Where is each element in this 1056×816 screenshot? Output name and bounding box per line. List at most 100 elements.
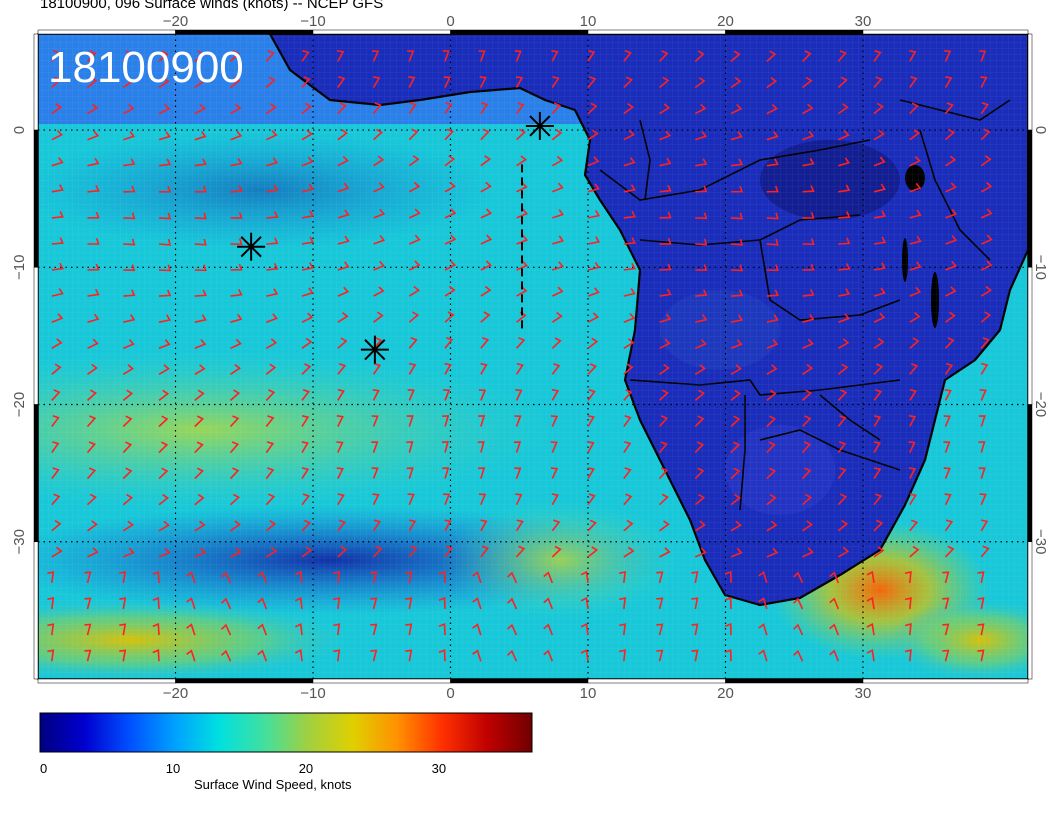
wind-barb — [194, 520, 206, 532]
wind-barb — [730, 77, 742, 89]
wind-barb — [194, 493, 205, 506]
wind-barb — [866, 596, 875, 610]
wind-barb — [551, 388, 560, 401]
wind-barb — [551, 311, 563, 323]
wind-barb — [766, 364, 778, 375]
wind-barb — [337, 286, 350, 297]
frame-bar-right — [1027, 129, 1033, 268]
frame-bar-bottom — [37, 678, 176, 684]
wind-barb — [405, 597, 413, 610]
wind-barb — [724, 649, 732, 662]
wind-barb — [695, 289, 708, 297]
wind-barb — [730, 185, 744, 193]
wind-barb — [86, 50, 97, 62]
wind-barb — [944, 102, 954, 115]
x-tick-label: 20 — [717, 13, 734, 30]
wind-barb — [301, 129, 313, 141]
frame-bar-right — [1027, 33, 1033, 131]
wind-barb — [695, 158, 708, 167]
wind-barb — [158, 289, 172, 297]
wind-barb — [550, 415, 559, 427]
wind-barb — [942, 571, 950, 584]
wind-barb — [724, 570, 732, 583]
wind-barb — [766, 131, 779, 141]
wind-barb — [407, 493, 415, 506]
wind-barb — [766, 467, 777, 480]
wind-barb — [194, 50, 205, 62]
wind-barb — [478, 389, 487, 401]
wind-barb — [478, 467, 486, 479]
wind-barb — [513, 441, 522, 453]
wind-barb — [301, 50, 310, 62]
wind-barb — [623, 103, 634, 115]
wind-barb — [336, 441, 344, 453]
wind-barb — [480, 208, 493, 219]
wind-barb — [909, 235, 922, 245]
wind-barb — [370, 597, 378, 610]
wind-barb — [944, 337, 955, 349]
wind-barb — [86, 493, 97, 506]
wind-barb — [84, 571, 92, 584]
wind-barb — [158, 339, 171, 350]
wind-barb — [580, 596, 589, 610]
wind-barb — [265, 130, 278, 141]
wind-barb — [230, 547, 242, 558]
wind-barb — [51, 210, 64, 219]
wind-barb — [766, 520, 778, 532]
wind-barb — [444, 208, 457, 219]
wind-barb — [87, 288, 100, 297]
wind-barb — [838, 211, 851, 219]
wind-barb — [405, 649, 413, 662]
wind-barb — [944, 389, 952, 401]
wind-barb — [873, 312, 886, 323]
wind-barb — [766, 289, 779, 297]
wind-barb — [444, 260, 457, 271]
wind-barb — [694, 50, 705, 62]
wind-barb — [587, 493, 596, 506]
wind-barb — [766, 238, 779, 246]
wind-barb — [837, 338, 850, 349]
wind-barb — [47, 649, 55, 662]
wind-barb — [301, 546, 313, 558]
wind-barb — [730, 131, 743, 141]
wind-barb — [873, 156, 886, 167]
wind-barb — [158, 547, 171, 558]
wind-barb — [619, 597, 627, 610]
wind-barb — [444, 362, 452, 375]
wind-barb — [158, 264, 172, 272]
wind-barb — [793, 571, 804, 584]
wind-barb — [122, 50, 133, 62]
wind-barb — [158, 131, 171, 141]
wind-barb — [909, 76, 918, 88]
wind-barb — [943, 467, 951, 479]
wind-barb — [123, 289, 136, 297]
wind-barb — [730, 467, 741, 480]
wind-barb — [587, 441, 595, 453]
wind-barb — [695, 212, 708, 220]
wind-barb — [656, 649, 664, 662]
wind-barb — [904, 570, 912, 583]
wind-barb — [123, 264, 136, 272]
wind-barb — [229, 441, 240, 454]
wind-barb — [838, 288, 851, 297]
wind-barb — [623, 312, 636, 323]
wind-barb — [587, 287, 600, 297]
wind-barb — [695, 238, 708, 246]
wind-barb — [51, 262, 64, 271]
wind-barb — [47, 623, 55, 636]
wind-barb — [623, 237, 636, 245]
wind-barb — [122, 389, 134, 402]
wind-barb — [506, 623, 518, 636]
wind-barb — [909, 363, 919, 375]
wind-barb — [478, 415, 486, 427]
wind-barb — [980, 260, 993, 271]
storm-marker — [360, 335, 389, 364]
wind-barb — [444, 128, 454, 141]
wind-barb — [230, 211, 243, 219]
wind-barb — [766, 50, 777, 62]
wind-barb — [694, 520, 706, 532]
wind-barb — [945, 286, 957, 297]
wind-barb — [551, 76, 560, 88]
wind-barb — [257, 571, 268, 584]
wind-barb — [944, 519, 954, 532]
